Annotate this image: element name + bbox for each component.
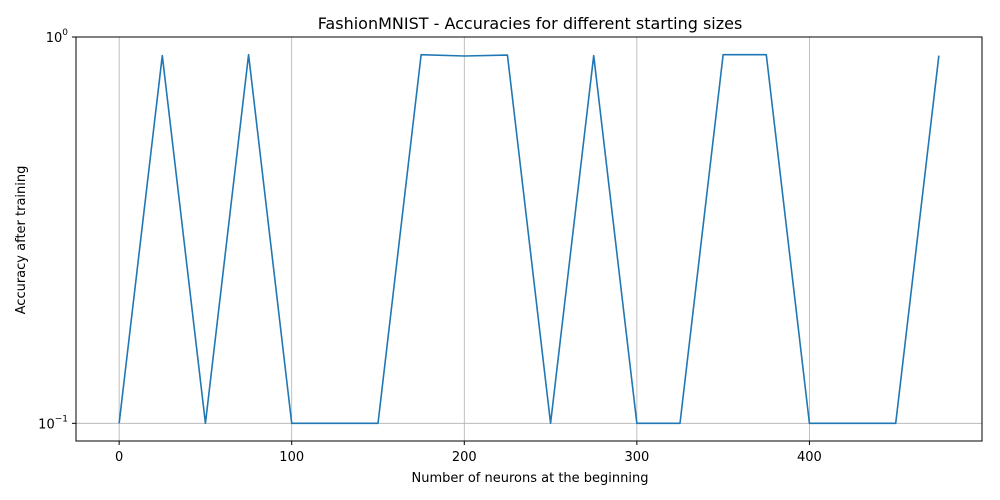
x-tick-label: 200 <box>452 450 477 465</box>
x-tick-label: 400 <box>797 450 822 465</box>
plot-frame <box>75 36 983 442</box>
y-tick-label: 10−1 <box>38 414 68 432</box>
x-tick-label: 0 <box>115 450 123 465</box>
series-line <box>118 53 940 425</box>
y-tick-label: 100 <box>46 28 69 46</box>
x-tick-label: 300 <box>624 450 649 465</box>
x-axis-label: Number of neurons at the beginning <box>411 471 648 486</box>
ticks: 0 100 200 300 400 10−1 100 <box>38 28 822 465</box>
chart-title: FashionMNIST - Accuracies for different … <box>318 14 743 33</box>
x-tick-label: 100 <box>279 450 304 465</box>
y-axis-label: Accuracy after training <box>14 166 29 315</box>
series-layer <box>118 53 940 425</box>
